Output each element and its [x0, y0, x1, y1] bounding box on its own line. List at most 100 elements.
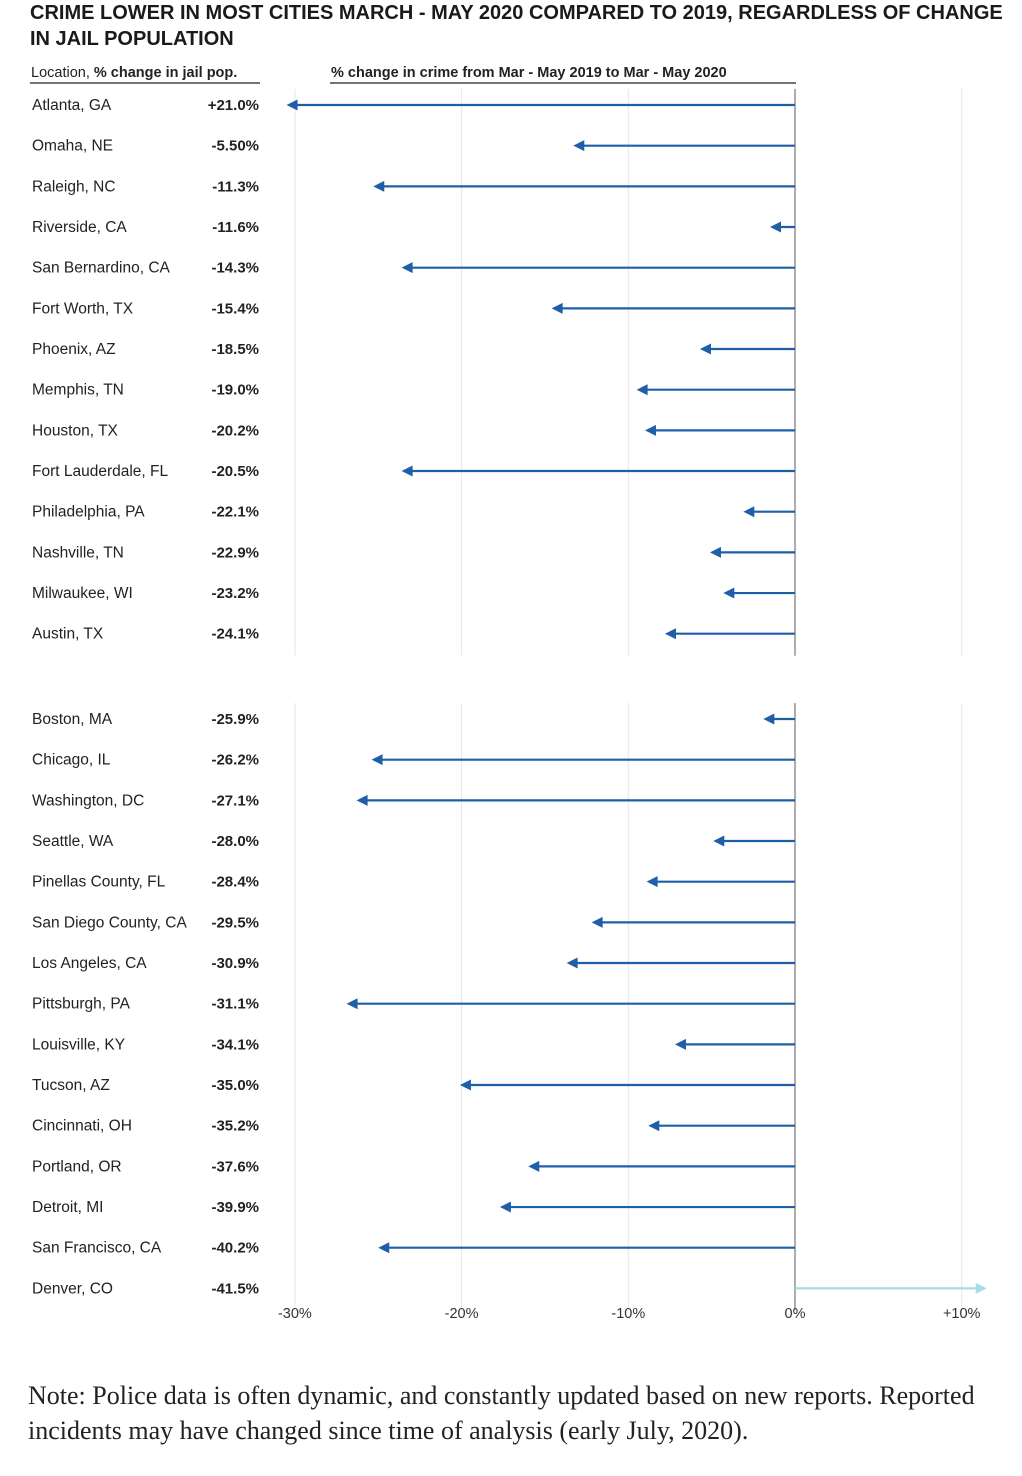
jail-change-label: -37.6% [211, 1158, 259, 1175]
crime-change-arrowhead [644, 424, 656, 436]
jail-change-label: -15.4% [211, 300, 259, 317]
data-row: Philadelphia, PA -22.1% [32, 504, 795, 521]
jail-change-label: -20.5% [211, 463, 259, 480]
data-row: Pittsburgh, PA -31.1% [32, 996, 795, 1013]
crime-change-arrowhead [975, 1282, 987, 1294]
jail-change-label: -30.9% [211, 955, 259, 972]
crime-change-arrowhead [713, 835, 725, 847]
jail-change-label: +21.0% [208, 97, 259, 114]
jail-change-label: -11.6% [212, 219, 259, 236]
crime-change-arrowhead [551, 302, 563, 314]
grid-layer [294, 89, 963, 1311]
location-label: Pittsburgh, PA [32, 996, 131, 1013]
data-row: Phoenix, AZ -18.5% [32, 341, 795, 358]
crime-change-arrowhead [286, 99, 298, 111]
jail-change-label: -28.0% [211, 833, 259, 850]
x-tick-label: -20% [445, 1306, 479, 1322]
jail-change-label: -11.3% [212, 178, 259, 195]
x-axis: -30% -20% -10% 0% +10% [278, 1306, 981, 1322]
data-row: Boston, MA -25.9% [32, 711, 795, 728]
crime-change-arrowhead [346, 998, 358, 1010]
location-label: Milwaukee, WI [32, 585, 133, 602]
data-row: Austin, TX -24.1% [32, 626, 795, 643]
data-row: San Francisco, CA -40.2% [32, 1240, 795, 1257]
crime-change-arrowhead [401, 465, 413, 477]
jail-change-label: -39.9% [211, 1199, 259, 1216]
crime-change-arrowhead [709, 546, 721, 558]
location-label: Chicago, IL [32, 752, 111, 769]
location-label: Seattle, WA [32, 833, 114, 850]
location-label: Raleigh, NC [32, 178, 116, 195]
location-label: Fort Worth, TX [32, 300, 134, 317]
crime-change-arrowhead [699, 343, 711, 355]
jail-change-label: -31.1% [211, 996, 259, 1013]
jail-change-label: -35.2% [211, 1118, 259, 1135]
jail-change-label: -25.9% [211, 711, 259, 728]
location-label: Omaha, NE [32, 138, 113, 155]
location-label: Tucson, AZ [32, 1077, 110, 1094]
x-tick-label: +10% [943, 1306, 981, 1322]
location-label: San Francisco, CA [32, 1240, 162, 1257]
data-row: Nashville, TN -22.9% [32, 544, 795, 561]
jail-change-label: -40.2% [211, 1240, 259, 1257]
location-label: Memphis, TN [32, 382, 124, 399]
crime-header: % change in crime from Mar - May 2019 to… [331, 65, 727, 81]
location-label: San Diego County, CA [32, 914, 187, 931]
jail-change-label: -5.50% [211, 138, 259, 155]
location-label: Portland, OR [32, 1158, 122, 1175]
jail-change-label: -22.9% [211, 544, 259, 561]
jail-change-label: -26.2% [211, 752, 259, 769]
data-row: Louisville, KY -34.1% [32, 1036, 795, 1053]
crime-change-arrowhead [459, 1079, 471, 1091]
crime-change-arrowhead [373, 180, 385, 192]
crime-change-arrowhead [674, 1038, 686, 1050]
crime-change-arrowhead [763, 713, 775, 725]
data-row: Denver, CO -41.5% [32, 1280, 987, 1297]
jail-change-label: -41.5% [211, 1280, 259, 1297]
data-row: Detroit, MI -39.9% [32, 1199, 795, 1216]
x-tick-label: -30% [278, 1306, 312, 1322]
location-label: Houston, TX [32, 422, 119, 439]
crime-change-arrowhead [573, 140, 585, 152]
jail-change-label: -27.1% [211, 792, 259, 809]
crime-change-arrowhead [591, 916, 603, 928]
location-label: Detroit, MI [32, 1199, 103, 1216]
chart-title: CRIME LOWER IN MOST CITIES MARCH - MAY 2… [30, 2, 1003, 50]
location-label: Louisville, KY [32, 1036, 125, 1053]
data-row: Omaha, NE -5.50% [32, 138, 795, 155]
location-label: Cincinnati, OH [32, 1118, 132, 1135]
crime-change-arrowhead [378, 1242, 390, 1254]
data-row: Chicago, IL -26.2% [32, 752, 795, 769]
x-tick-label: -10% [611, 1306, 645, 1322]
crime-change-arrowhead [371, 754, 383, 766]
data-row: Fort Lauderdale, FL -20.5% [32, 463, 795, 480]
data-row: Memphis, TN -19.0% [32, 382, 795, 399]
jail-change-label: -28.4% [211, 874, 259, 891]
jail-change-label: -35.0% [211, 1077, 259, 1094]
crime-change-arrowhead [769, 221, 781, 233]
data-row: Raleigh, NC -11.3% [32, 178, 795, 195]
data-row: Washington, DC -27.1% [32, 792, 795, 809]
footnote: Note: Police data is often dynamic, and … [28, 1381, 975, 1445]
location-header: Location, % change in jail pop. [31, 65, 237, 81]
data-row: Atlanta, GA +21.0% [32, 97, 795, 114]
data-row: Cincinnati, OH -35.2% [32, 1118, 795, 1135]
crime-change-arrowhead [356, 794, 368, 806]
location-label: Washington, DC [32, 792, 144, 809]
data-row: Seattle, WA -28.0% [32, 833, 795, 850]
crime-change-arrowhead [646, 876, 658, 888]
location-label: Pinellas County, FL [32, 874, 166, 891]
jail-change-label: -14.3% [211, 260, 259, 277]
x-tick-label: 0% [785, 1306, 806, 1322]
crime-change-arrowhead [743, 506, 755, 518]
location-label: Philadelphia, PA [32, 504, 145, 521]
location-label: Denver, CO [32, 1280, 113, 1297]
location-label: Riverside, CA [32, 219, 127, 236]
location-label: San Bernardino, CA [32, 260, 171, 277]
crime-change-arrowhead [664, 628, 676, 640]
jail-change-label: -19.0% [211, 382, 259, 399]
location-label: Austin, TX [32, 626, 104, 643]
jail-change-label: -20.2% [211, 422, 259, 439]
crime-change-arrowhead [566, 957, 578, 969]
crime-change-arrowhead [528, 1160, 540, 1172]
